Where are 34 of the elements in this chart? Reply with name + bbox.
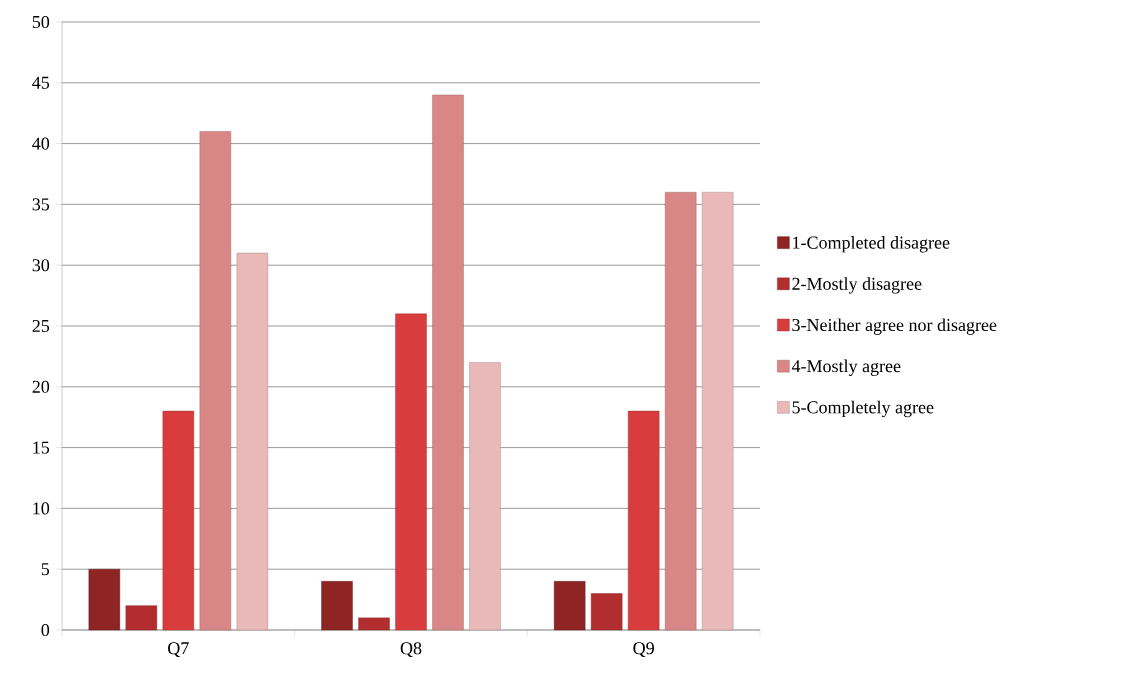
bar (469, 362, 501, 631)
y-tick-label: 25 (32, 319, 50, 333)
bar (590, 593, 623, 631)
bar (125, 605, 158, 631)
bar (321, 581, 353, 631)
y-tick-label: 50 (32, 15, 50, 29)
legend-label: 1-Completed disagree (793, 236, 950, 253)
y-tick-label: 30 (32, 259, 50, 272)
y-tick-label: 10 (33, 502, 50, 515)
y-tick-label: 5 (41, 563, 50, 576)
x-tick-label: Q7 (168, 642, 189, 658)
y-tick-label: 35 (32, 198, 50, 211)
bar (358, 617, 390, 631)
bar (432, 94, 464, 631)
legend-label: 3-Neither agree nor disagree (792, 318, 997, 335)
legend-label: 4-Mostly agree (791, 359, 901, 376)
bar (199, 131, 232, 631)
bar (236, 252, 269, 631)
y-tick-label: 40 (32, 137, 50, 150)
bar (664, 192, 697, 631)
x-tick-label: Q8 (400, 642, 422, 658)
x-tick-label: Q9 (633, 642, 654, 658)
bar (88, 569, 121, 631)
y-tick-label: 45 (32, 76, 50, 89)
bar (553, 581, 586, 631)
y-tick-label: 15 (33, 441, 50, 454)
y-tick-label: 0 (41, 623, 50, 637)
bar (701, 192, 734, 631)
legend-label: 5-Completely agree (792, 400, 934, 418)
bar (627, 410, 660, 631)
legend-label: 2-Mostly disagree (792, 277, 922, 294)
y-tick-label: 20 (32, 380, 50, 393)
bar (162, 410, 195, 631)
bar (395, 313, 427, 631)
